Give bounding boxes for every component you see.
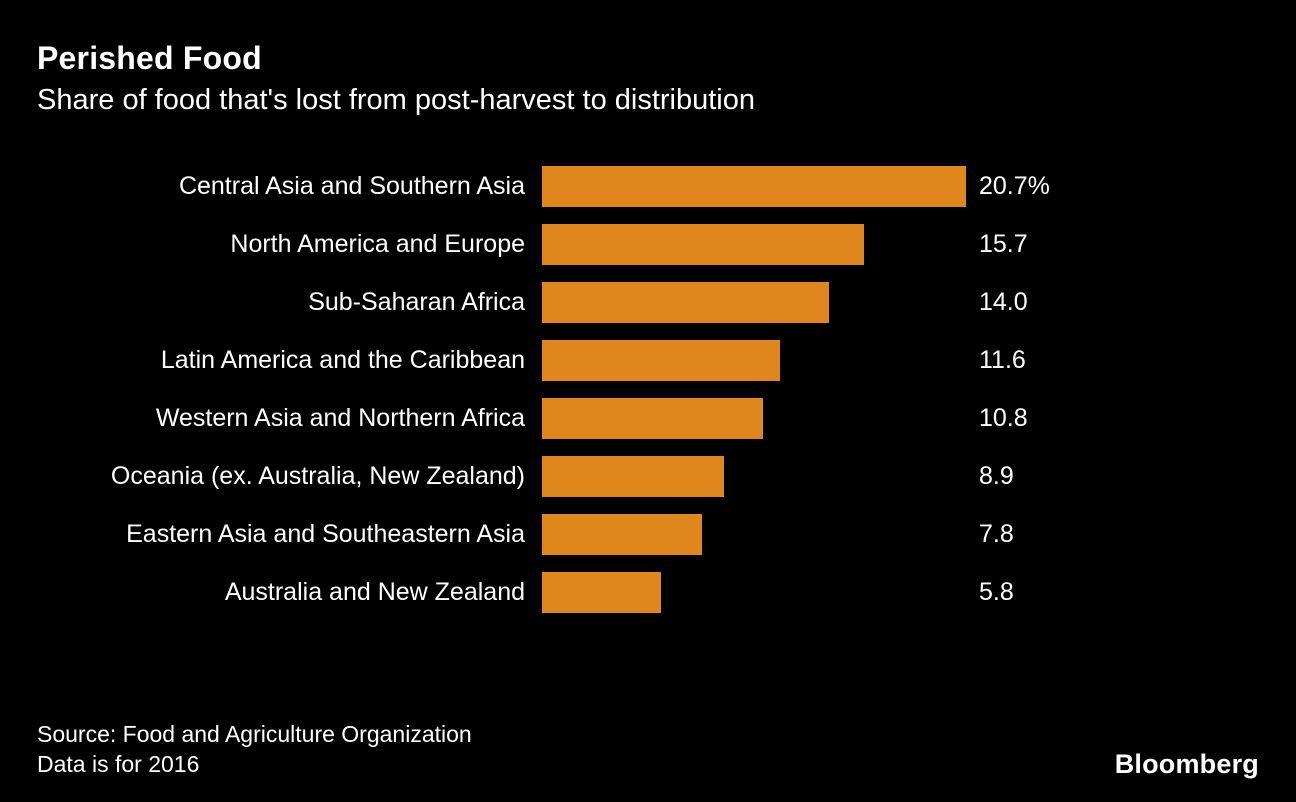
bar-track — [542, 514, 966, 556]
bar-label: Oceania (ex. Australia, New Zealand) — [110, 462, 525, 491]
bar — [542, 456, 725, 498]
bar-value: 20.7% — [979, 172, 1050, 201]
bar-value: 8.9 — [979, 462, 1014, 491]
bar-track — [542, 282, 966, 324]
bar-track — [542, 456, 966, 498]
bar-label: Western Asia and Northern Africa — [155, 404, 525, 433]
chart-title: Perished Food — [37, 40, 262, 76]
bar — [542, 340, 780, 382]
chart-row: Western Asia and Northern Africa 10.8 — [37, 390, 1259, 448]
bar-track — [542, 398, 966, 440]
bar-label: Sub-Saharan Africa — [308, 288, 525, 317]
note-line: Data is for 2016 — [37, 751, 200, 778]
bar — [542, 398, 764, 440]
bar-value: 11.6 — [979, 346, 1026, 375]
chart-rows: Central Asia and Southern Asia 20.7% North… — [37, 158, 1259, 622]
bar-track — [542, 340, 966, 382]
chart-row: North America and Europe 15.7 — [37, 216, 1259, 274]
bar-value: 14.0 — [979, 288, 1028, 317]
bar-track — [542, 572, 966, 614]
chart-row: Eastern Asia and Southeastern Asia 7.8 — [37, 506, 1259, 564]
bar — [542, 514, 702, 556]
bar-label: North America and Europe — [230, 230, 525, 259]
chart-row: Sub-Saharan Africa 14.0 — [37, 274, 1259, 332]
bar-value: 15.7 — [979, 230, 1028, 259]
bloomberg-logo: Bloomberg — [1114, 749, 1259, 779]
bar-label: Eastern Asia and Southeastern Asia — [126, 520, 525, 549]
bar — [542, 572, 661, 614]
source-note: Source: Food and Agriculture Organizatio… — [37, 720, 472, 780]
bar-label: Latin America and the Caribbean — [160, 346, 525, 375]
chart-subtitle: Share of food that's lost from post-harv… — [37, 83, 756, 116]
bar — [542, 166, 966, 208]
chart-row: Oceania (ex. Australia, New Zealand) 8.9 — [37, 448, 1259, 506]
bar-label: Central Asia and Southern Asia — [178, 172, 525, 201]
chart-row: Latin America and the Caribbean 11.6 — [37, 332, 1259, 390]
chart-row: Central Asia and Southern Asia 20.7% — [37, 158, 1259, 216]
bar-track — [542, 166, 966, 208]
bar-label: Australia and New Zealand — [224, 578, 525, 607]
bar — [542, 224, 864, 266]
bar-chart: Central Asia and Southern Asia 20.7% North… — [37, 158, 1259, 622]
bar-value: 5.8 — [979, 578, 1014, 607]
bar-value: 7.8 — [979, 520, 1014, 549]
chart-row: Australia and New Zealand 5.8 — [37, 564, 1259, 622]
bar-track — [542, 224, 966, 266]
source-line: Source: Food and Agriculture Organizatio… — [37, 721, 472, 748]
bar-value: 10.8 — [979, 404, 1028, 433]
bar — [542, 282, 829, 324]
